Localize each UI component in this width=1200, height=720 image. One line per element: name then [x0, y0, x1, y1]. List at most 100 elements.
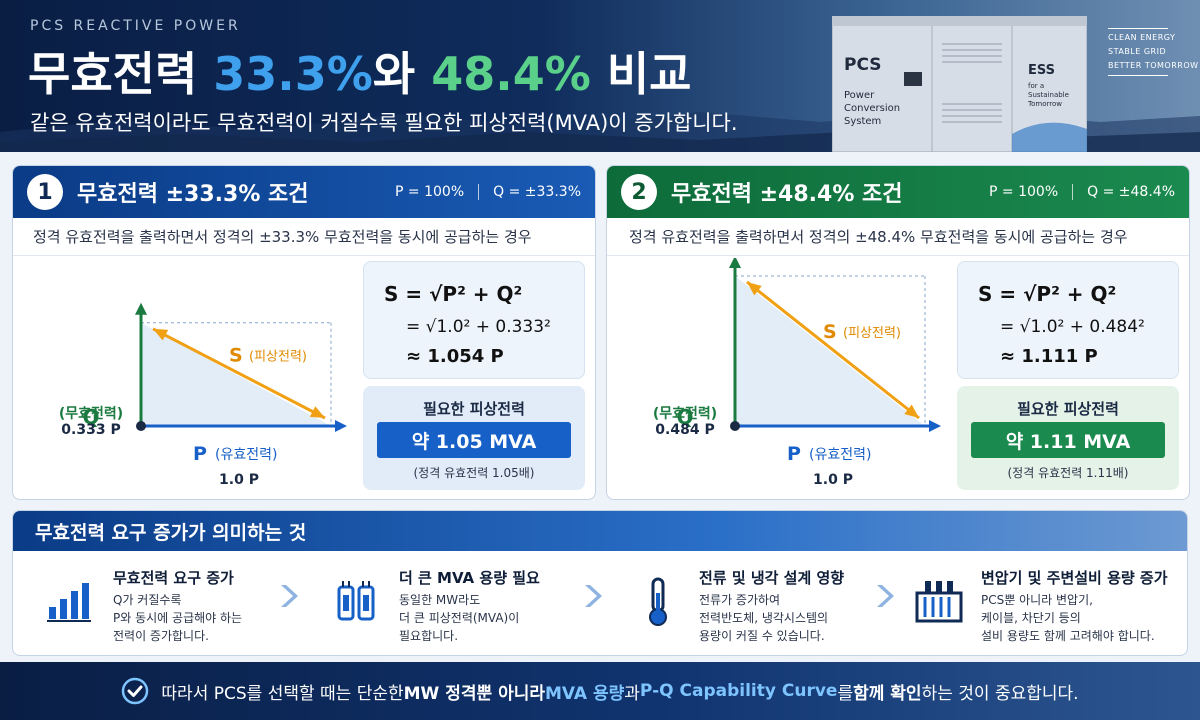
chevron-right-icon [585, 585, 602, 607]
q-axis-arrowhead [135, 302, 147, 315]
formula-line-2: = √1.0² + 0.484² [1000, 317, 1145, 337]
p-axis-arrowhead [335, 420, 347, 432]
footer-highlight-confirm: 함께 확인 [853, 683, 922, 704]
required-title: 필요한 피상전력 [1017, 400, 1119, 418]
title-percent-2: 48.4% [431, 47, 591, 101]
item-title: 무효전력 요구 증가 [113, 569, 234, 587]
item-title: 변압기 및 주변설비 용량 증가 [981, 569, 1168, 587]
p-value-label: 1.0 P [219, 472, 259, 488]
q-axis-sublabel: (무효전력) [59, 405, 123, 422]
chevron-right-icon [281, 585, 298, 607]
item-line: 케이블, 차단기 등의 [981, 611, 1081, 625]
cabinet-sub1: Power [844, 90, 875, 101]
q-axis-sublabel: (무효전력) [653, 405, 717, 422]
required-note: (정격 유효전력 1.05배) [413, 466, 535, 480]
panel-title: 무효전력 ±48.4% 조건 [671, 182, 903, 207]
pq-triangle-diagram: Q (무효전력) 0.484 P S (피상전력) P (유효전력) 1.0 P [653, 258, 941, 488]
q-value-label: 0.484 P [655, 422, 714, 438]
panel-title: 무효전력 ±33.3% 조건 [77, 182, 309, 207]
meaning-item-mva-capacity: 더 큰 MVA 용량 필요 동일한 MW라도 더 큰 피상전력(MVA)이 필요… [329, 563, 599, 653]
formula-line-1: S = √P² + Q² [384, 282, 523, 306]
p-meta: P = 100% [989, 184, 1059, 200]
item-line: 더 큰 피상전력(MVA)이 [399, 611, 520, 625]
item-body: 동일한 MW라도 더 큰 피상전력(MVA)이 필요합니다. [399, 591, 519, 645]
cabinet-ess2: Sustainable [1028, 91, 1069, 99]
panel-meta: P = 100% Q = ±33.3% [395, 184, 581, 200]
formula-line-3: ≈ 1.111 P [1000, 346, 1098, 367]
triangle-area [735, 275, 925, 426]
item-line: 설비 용량도 함께 고려해야 합니다. [981, 629, 1155, 643]
footer-highlight-pq: P-Q Capability Curve [639, 681, 838, 701]
item-line: Q가 커질수록 [113, 593, 182, 607]
footer-highlight-mva: MVA 용량 [545, 683, 625, 704]
chevron-right-icon [877, 585, 894, 607]
panel-header: 1 무효전력 ±33.3% 조건 P = 100% Q = ±33.3% [13, 166, 595, 218]
thermometer-icon [649, 577, 667, 626]
origin-point [730, 421, 740, 431]
p-axis-arrowhead [929, 420, 941, 432]
required-apparent-power-box: 필요한 피상전력 약 1.11 MVA (정격 유효전력 1.11배) [957, 386, 1179, 490]
cabinet-sub3: System [844, 116, 881, 127]
item-line: 필요합니다. [399, 629, 459, 643]
q-axis-arrowhead [729, 258, 741, 268]
title-text-3: 비교 [590, 47, 692, 101]
cabinet-ess1: for a [1028, 82, 1044, 90]
page-subtitle: 같은 유효전력이라도 무효전력이 커질수록 필요한 피상전력(MVA)이 증가합… [30, 111, 738, 135]
tagline-line-3: BETTER TOMORROW [1108, 61, 1199, 70]
p-axis-label: P [787, 443, 801, 465]
transformer-icon [915, 581, 963, 623]
panel-header: 2 무효전력 ±48.4% 조건 P = 100% Q = ±48.4% [607, 166, 1189, 218]
title-text-1: 무효전력 [28, 47, 214, 101]
meaning-section: 무효전력 요구 증가가 의미하는 것 무효전력 요구 증가 Q가 커질수록 P와… [12, 510, 1188, 656]
p-axis-label: P [193, 443, 207, 465]
item-body: PCS뿐 아니라 변압기, 케이블, 차단기 등의 설비 용량도 함께 고려해야… [981, 591, 1155, 645]
header-banner: PCS REACTIVE POWER 무효전력 33.3%와 48.4% 비교 … [0, 0, 1200, 152]
item-line: 전력이 증가합니다. [113, 629, 209, 643]
formula-line-3: ≈ 1.054 P [406, 346, 504, 367]
s-label: S [823, 321, 837, 343]
origin-point [136, 421, 146, 431]
formula-box: S = √P² + Q² = √1.0² + 0.333² ≈ 1.054 P [363, 261, 585, 379]
s-arrowhead-start [153, 328, 169, 341]
q-axis-label: Q [676, 405, 693, 429]
meta-divider [1072, 184, 1074, 200]
tagline-line-1: CLEAN ENERGY [1108, 33, 1176, 42]
meaning-item-current-cooling: 전류 및 냉각 설계 영향 전류가 증가하여 전력반도체, 냉각시스템의 용량이… [629, 563, 899, 653]
pq-triangle-diagram: Q (무효전력) 0.333 P S (피상전력) P (유효전력) 1.0 P [59, 302, 347, 488]
footer-banner: 따라서 PCS를 선택할 때는 단순한 MW 정격뿐 아니라 MVA 용량 과 … [0, 662, 1200, 720]
item-line: 동일한 MW라도 [399, 593, 481, 607]
tagline: CLEAN ENERGY STABLE GRID BETTER TOMORROW [1108, 26, 1199, 78]
panel-meta: P = 100% Q = ±48.4% [989, 184, 1175, 200]
footer-text-1: 따라서 PCS를 선택할 때는 단순한 [161, 683, 404, 704]
panel-number-badge: 1 [27, 174, 63, 210]
tagline-line-2: STABLE GRID [1108, 47, 1167, 56]
item-title: 더 큰 MVA 용량 필요 [399, 569, 540, 587]
q-meta: Q = ±48.4% [1087, 184, 1175, 200]
s-sublabel: (피상전력) [249, 349, 307, 364]
s-sublabel: (피상전력) [843, 326, 901, 341]
footer-text-4: 과 [624, 683, 640, 704]
required-apparent-power-box: 필요한 피상전력 약 1.05 MVA (정격 유효전력 1.05배) [363, 386, 585, 490]
item-line: P와 동시에 공급해야 하는 [113, 611, 243, 625]
cabinet-pcs-text: PCS [844, 55, 882, 75]
p-value-label: 1.0 P [813, 472, 853, 488]
title-percent-1: 33.3% [213, 47, 373, 101]
footer-text-8: 하는 것이 중요합니다. [921, 683, 1079, 704]
s-vector-arrow [746, 280, 920, 420]
item-line: 전력반도체, 냉각시스템의 [699, 611, 829, 625]
panel-condition-1: 1 무효전력 ±33.3% 조건 P = 100% Q = ±33.3% 정격 … [12, 165, 596, 500]
cabinet-sub2: Conversion [844, 103, 900, 114]
triangle-area [141, 322, 331, 426]
check-circle-icon [122, 677, 149, 705]
s-vector-arrow [152, 327, 326, 420]
s-arrowhead-start [747, 281, 762, 296]
item-line: 용량이 커질 수 있습니다. [699, 629, 825, 643]
panel-number-badge: 2 [621, 174, 657, 210]
q-value-label: 0.333 P [61, 422, 120, 438]
p-axis-sublabel: (유효전력) [809, 447, 871, 463]
panel-description: 정격 유효전력을 출력하면서 정격의 ±33.3% 무효전력을 동시에 공급하는… [13, 218, 595, 256]
cabinet-ess-text: ESS [1028, 63, 1055, 78]
panel-condition-2: 2 무효전력 ±48.4% 조건 P = 100% Q = ±48.4% 정격 … [606, 165, 1190, 500]
q-meta: Q = ±33.3% [493, 184, 581, 200]
s-label: S [229, 344, 243, 366]
